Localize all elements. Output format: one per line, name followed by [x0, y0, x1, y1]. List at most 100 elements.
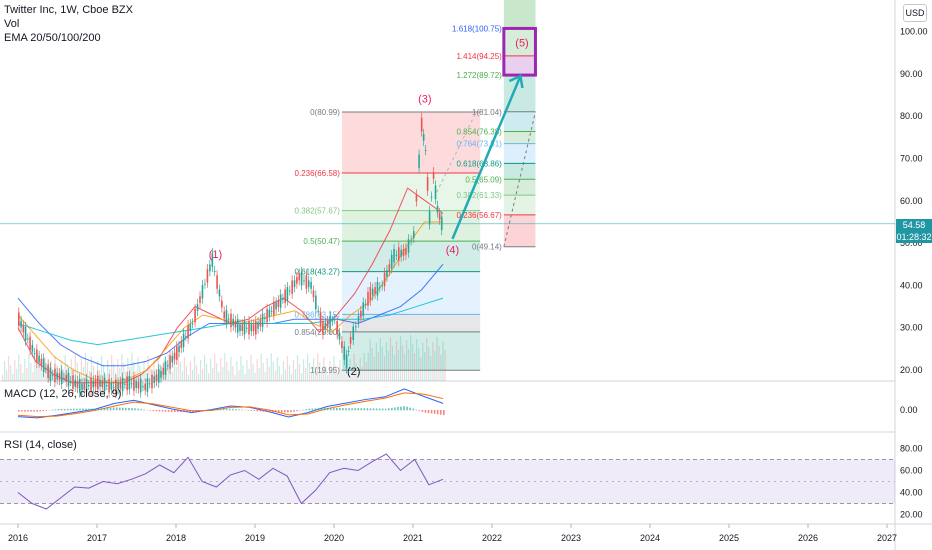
macd-histogram-bar: [42, 410, 45, 412]
macd-histogram-bar: [219, 408, 222, 411]
candle-body: [106, 385, 108, 387]
volume-bar: [8, 356, 10, 381]
volume-bar: [286, 356, 289, 381]
bar-countdown: 01:28:32: [896, 232, 932, 242]
candle-body: [364, 304, 367, 306]
macd-histogram-bar: [158, 410, 161, 412]
fib-zone: [341, 314, 481, 332]
volume-bar: [254, 373, 256, 381]
macd-histogram-bar: [137, 408, 139, 411]
volume-bar: [264, 372, 266, 381]
volume-bar: [40, 362, 42, 381]
candle-body: [42, 358, 45, 372]
candle-body: [182, 333, 185, 348]
candle-body: [248, 320, 250, 335]
fib-ext-label: 0.764(73.51): [456, 140, 502, 149]
fib-ext-zone: [503, 0, 536, 29]
volume-bar: [369, 339, 371, 381]
volume-bar: [171, 372, 173, 381]
candle-body: [85, 378, 88, 393]
volume-bar: [70, 359, 72, 381]
fib-ext-label: 0.382(61.33): [456, 191, 502, 200]
candle-body: [213, 271, 216, 273]
macd-legend: MACD (12, 26, close, 9): [4, 388, 122, 400]
volume-bar: [347, 373, 349, 381]
time-axis-tick: 2024: [640, 533, 660, 543]
macd-histogram-bar: [30, 410, 32, 412]
candle-body: [201, 284, 204, 299]
macd-histogram-bar: [24, 410, 26, 412]
volume-bar: [214, 354, 216, 381]
macd-histogram-bar: [183, 410, 185, 413]
macd-histogram-bar: [336, 408, 338, 411]
macd-histogram-bar: [287, 410, 289, 413]
macd-histogram-bar: [323, 407, 326, 411]
volume-bar: [18, 355, 20, 381]
volume-bar: [422, 343, 424, 381]
candle-body: [51, 374, 54, 376]
volume-bar: [438, 346, 440, 381]
volume-bar: [343, 355, 345, 381]
candle-body: [142, 386, 144, 388]
candle-body: [225, 310, 228, 324]
volume-bar: [20, 364, 22, 381]
volume-bar: [399, 336, 402, 381]
volume-bar: [361, 367, 363, 381]
volume-bar: [4, 361, 6, 381]
fib-level-label: 1(19.95): [310, 366, 340, 375]
macd-histogram-bar: [21, 410, 23, 412]
volume-bar: [260, 354, 262, 381]
volume-bar: [335, 365, 337, 381]
macd-histogram-bar: [39, 410, 42, 412]
candle-body: [298, 273, 301, 281]
macd-histogram-bar: [253, 410, 256, 411]
candle-body: [413, 231, 415, 239]
macd-histogram-bar: [329, 407, 332, 411]
candle-body: [317, 310, 320, 312]
macd-histogram-bar: [69, 408, 72, 411]
candle-body: [29, 336, 31, 351]
macd-histogram-bar: [85, 408, 87, 411]
volume-bar: [129, 367, 131, 381]
volume-bar: [62, 369, 64, 381]
candle-body: [63, 377, 65, 379]
volume-bar: [442, 341, 444, 381]
macd-histogram-bar: [76, 408, 78, 411]
macd-histogram-bar: [134, 408, 136, 411]
macd-histogram-bar: [277, 410, 280, 413]
fib-ext-label: 0.618(68.86): [456, 159, 502, 168]
volume-bar: [432, 342, 434, 381]
candle-body: [76, 381, 79, 388]
candle-body: [230, 313, 232, 328]
macd-histogram-bar: [201, 410, 204, 411]
volume-bar: [389, 337, 392, 381]
wave-label: (1): [209, 249, 222, 261]
volume-bar: [44, 357, 46, 381]
candle-body: [45, 368, 47, 370]
candle-body: [270, 310, 273, 312]
candle-body: [436, 205, 439, 213]
macd-histogram-bar: [60, 409, 63, 411]
macd-histogram-bar: [167, 410, 170, 412]
candle-body: [40, 358, 43, 366]
fib-zone: [341, 241, 481, 272]
candle-body: [18, 312, 20, 327]
volume-bar: [284, 370, 286, 381]
volume-bar: [199, 360, 202, 381]
currency-button[interactable]: USD: [903, 4, 927, 22]
candle-body: [117, 382, 119, 390]
candle-body: [336, 320, 338, 335]
candle-body: [418, 154, 420, 169]
rsi-axis-tick: 80.00: [900, 444, 923, 454]
candle-body: [379, 287, 381, 289]
macd-histogram-bar: [131, 408, 133, 411]
candle-body: [169, 355, 171, 369]
volume-bar: [428, 347, 430, 381]
candle-body: [343, 346, 346, 360]
macd-histogram-bar: [115, 407, 118, 411]
volume-bar: [266, 358, 268, 381]
candle-body: [424, 150, 427, 152]
volume-bar: [305, 368, 307, 381]
candle-body: [291, 280, 293, 294]
price-axis-tick: 60.00: [900, 196, 923, 206]
